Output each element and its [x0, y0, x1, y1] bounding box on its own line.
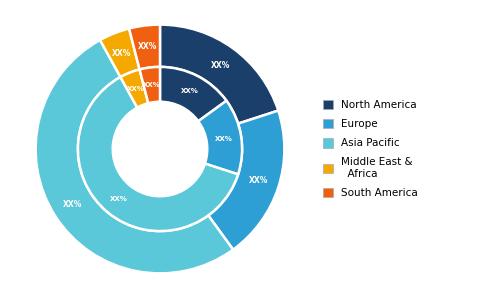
Text: XX%: XX% [63, 200, 82, 209]
Text: XX%: XX% [112, 49, 132, 58]
Wedge shape [198, 101, 242, 174]
Wedge shape [129, 25, 160, 69]
Wedge shape [140, 67, 160, 103]
Text: XX%: XX% [110, 196, 128, 202]
Text: XX%: XX% [248, 176, 268, 185]
Text: XX%: XX% [138, 42, 156, 51]
Wedge shape [120, 69, 148, 108]
Text: XX%: XX% [180, 89, 198, 94]
Wedge shape [160, 67, 226, 121]
Wedge shape [78, 77, 238, 231]
Wedge shape [100, 29, 140, 77]
Text: XX%: XX% [215, 136, 233, 142]
Text: XX%: XX% [143, 82, 161, 88]
Legend: North America, Europe, Asia Pacific, Middle East &
  Africa, South America: North America, Europe, Asia Pacific, Mid… [322, 100, 418, 198]
Text: XX%: XX% [128, 86, 145, 92]
Text: XX%: XX% [211, 61, 231, 70]
Wedge shape [36, 40, 233, 273]
Wedge shape [208, 111, 284, 250]
Wedge shape [160, 25, 278, 124]
